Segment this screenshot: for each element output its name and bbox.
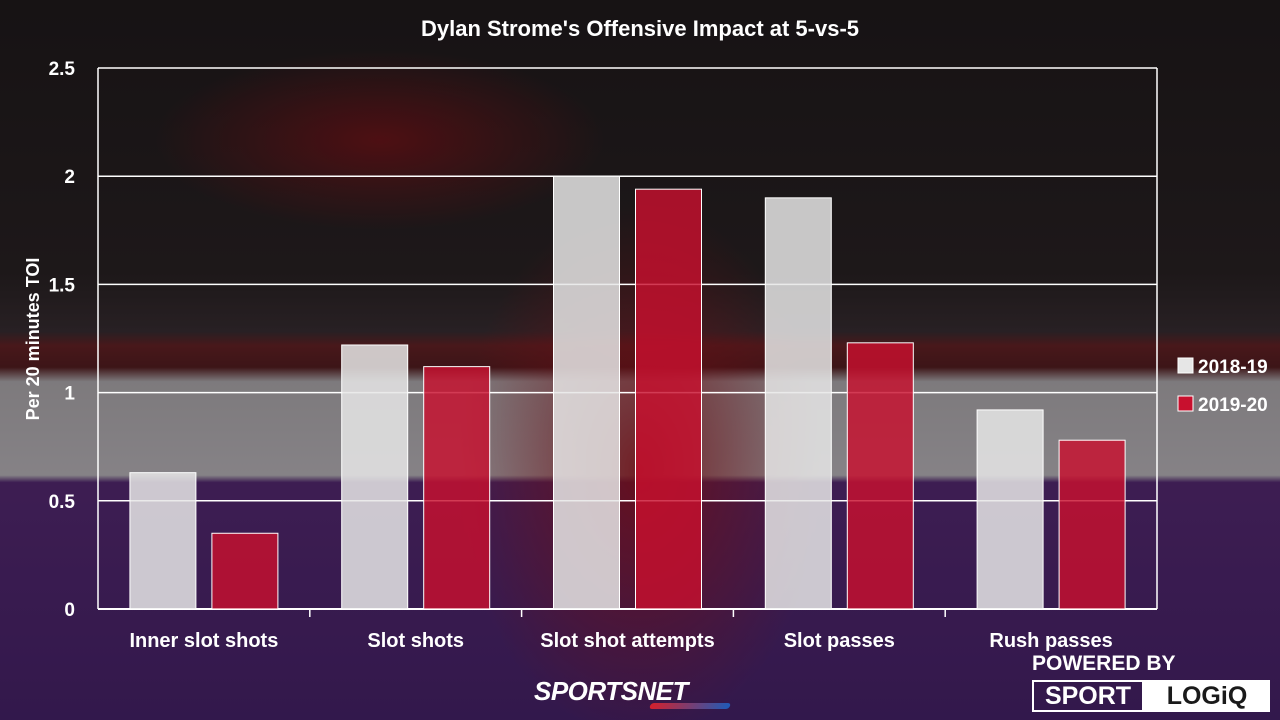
y-tick-label: 2 (64, 167, 75, 188)
x-category-label: Slot shots (367, 630, 464, 652)
x-categories: Inner slot shots Slot shots Slot shot atte… (129, 630, 1112, 652)
legend-label: 2018-19 (1198, 357, 1268, 378)
y-tick-label: 2.5 (49, 59, 76, 80)
x-category-label: Rush passes (989, 630, 1112, 652)
x-category-label: Slot shot attempts (540, 630, 714, 652)
bar-2019-20 (846, 342, 914, 610)
bar-2018-19 (976, 409, 1044, 610)
y-tick-label: 0.5 (49, 492, 76, 513)
x-category-label: Slot passes (784, 630, 895, 652)
y-tick-label: 0 (64, 600, 75, 621)
legend-swatch (1177, 357, 1194, 374)
bar-2019-20 (635, 188, 702, 610)
bar-2019-20 (211, 532, 279, 610)
chart-title: Dylan Strome's Offensive Impact at 5-vs-… (421, 16, 859, 41)
legend-swatch (1177, 395, 1194, 412)
powered-by-label: POWERED BY (1032, 652, 1176, 675)
legend: 2018-19 2019-20 (1177, 357, 1268, 416)
legend-label: 2019-20 (1198, 395, 1268, 416)
bar-2018-19 (553, 175, 620, 610)
y-tick-label: 1.5 (49, 275, 76, 296)
bar-2019-20 (1058, 439, 1126, 610)
y-tick-label: 1 (64, 384, 75, 405)
sportlogiq-sport-logo: SPORT (1032, 680, 1144, 712)
y-ticks: 0 0.5 1 1.5 2 2.5 (49, 59, 76, 621)
y-axis-label: Per 20 minutes TOI (23, 258, 43, 421)
sportsnet-logo: SPORTSNET (534, 676, 688, 706)
bar-2018-19 (129, 472, 197, 610)
bar-2018-19 (764, 197, 832, 610)
bar-2018-19 (341, 344, 409, 610)
sportsnet-swoosh-icon (648, 703, 732, 709)
bar-2019-20 (423, 366, 491, 610)
bars (129, 175, 1126, 610)
sportlogiq-logiq-logo: LOGiQ (1144, 680, 1270, 712)
x-category-label: Inner slot shots (129, 630, 278, 652)
